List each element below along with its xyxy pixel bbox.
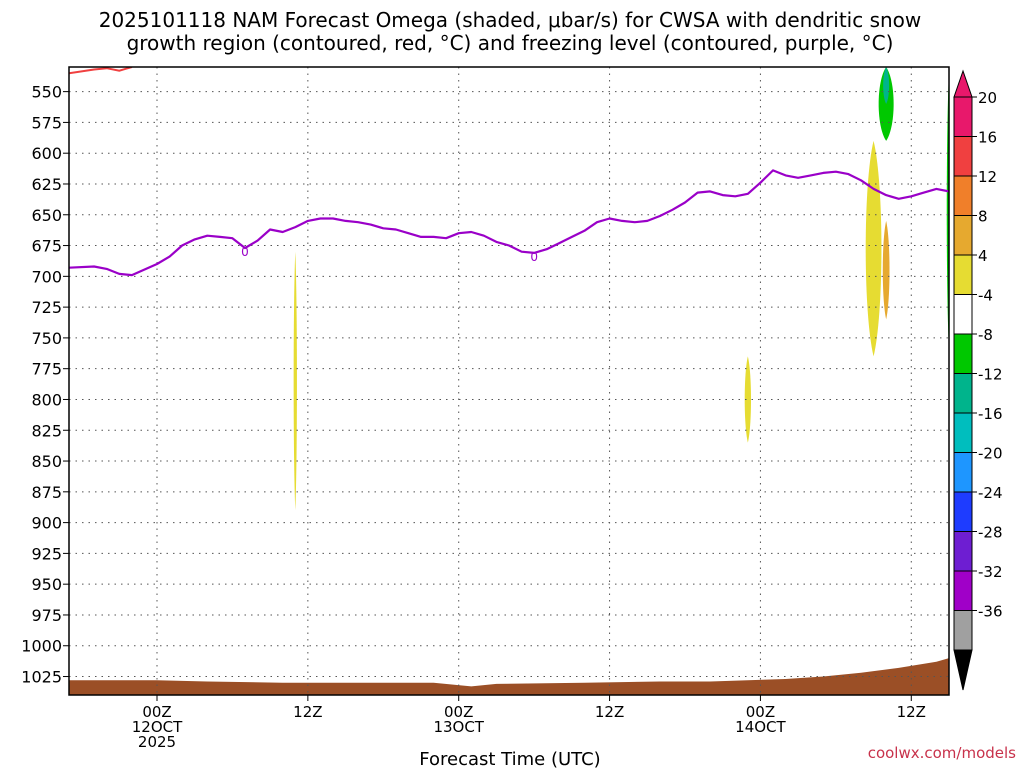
chart-title: 2025101118 NAM Forecast Omega (shaded, μ… [99,8,922,55]
colorbar-bin-13 [953,610,973,651]
grid-lines [69,67,949,695]
colorbar-bin-4 [953,254,973,295]
colorbar-bin-0 [953,96,973,137]
y-tick-label-13: 875 [31,483,62,502]
y-tick-label-9: 775 [31,360,62,379]
x-tick-label-4-1: 14OCT [735,718,786,736]
colorbar-bin-12 [953,570,973,611]
y-tick-label-3: 625 [31,175,62,194]
y-tick-label-18: 1000 [21,637,62,656]
y-tick-label-5: 675 [31,237,62,256]
y-tick-label-17: 975 [31,606,62,625]
colorbar-tick-label-2: 12 [978,168,997,186]
omega-region-4 [882,220,890,320]
x-axis-label: Forecast Time (UTC) [419,749,600,768]
omega-region-6 [883,67,890,104]
y-tick-label-14: 900 [31,514,62,533]
title-line-1: 2025101118 NAM Forecast Omega (shaded, μ… [99,8,922,32]
colorbar-tick-label-8: -16 [978,405,1003,423]
x-tick-label-2-0: 00Z [444,703,473,721]
colorbar-tick-label-10: -24 [978,484,1003,502]
y-tick-label-4: 650 [31,206,62,225]
plot-frame [68,66,950,696]
y-tick-label-19: 1025 [21,668,62,687]
colorbar-tick-label-0: 20 [978,89,997,107]
y-tick-label-8: 750 [31,329,62,348]
colorbar-bin-6 [953,333,973,374]
x-tick-label-4-0: 00Z [746,703,775,721]
colorbar-tick-label-3: 8 [978,208,988,226]
dgz-contour-line [69,67,133,75]
y-tick-label-11: 825 [31,421,62,440]
colorbar-bin-5 [953,294,973,335]
x-tick-label-0-2: 2025 [138,733,176,751]
credit-text: coolwx.com/models [868,744,1016,762]
y-tick-label-2: 600 [31,144,62,163]
colorbar-bin-9 [953,452,973,493]
terrain-fill [69,658,949,695]
colorbar-top-arrow [953,69,973,98]
x-tick-label-0-0: 00Z [142,703,171,721]
colorbar-tick-label-4: 4 [978,247,988,265]
x-tick-label-2-1: 13OCT [433,718,484,736]
freezing-level-line [69,169,949,277]
x-axis-ticks: 00Z12OCT202512Z00Z13OCT12Z00Z14OCT12Z00Z… [132,695,926,751]
x-tick-label-1-0: 12Z [293,703,322,721]
y-tick-label-6: 700 [31,267,62,286]
x-tick-label-0-1: 12OCT [132,718,183,736]
plot-area [69,67,949,695]
colorbar-tick-label-6: -8 [978,326,993,344]
colorbar-tick-label-5: -4 [978,287,993,305]
colorbar-bin-3 [953,215,973,256]
colorbar-tick-label-11: -28 [978,524,1003,542]
y-tick-label-0: 550 [31,83,62,102]
colorbar: 20 16 12 8 4 -4 -8 -12 -16 -20 -24 -28 -32 -36 [953,69,1003,691]
omega-region-2 [744,356,752,443]
colorbar-tick-label-1: 16 [978,129,997,147]
y-tick-label-16: 950 [31,575,62,594]
colorbar-tick-label-12: -32 [978,563,1003,581]
omega-region-1 [293,251,297,511]
omega-region-3 [865,140,882,357]
x-tick-label-5-0: 12Z [897,703,926,721]
y-axis-ticks: 550 575 600 625 650 675 700 725 750 775 800 825 850 8… [21,83,69,687]
colorbar-tick-label-7: -12 [978,366,1003,384]
y-tick-label-7: 725 [31,298,62,317]
x-tick-label-3-0: 12Z [595,703,624,721]
y-tick-label-15: 925 [31,544,62,563]
colorbar-bin-7 [953,373,973,414]
colorbar-bin-8 [953,412,973,453]
title-line-2: growth region (contoured, red, °C) and f… [127,31,894,55]
y-tick-label-10: 800 [31,390,62,409]
y-tick-label-12: 850 [31,452,62,471]
freezing-level-label-2: 0 [530,250,538,264]
colorbar-tick-label-13: -36 [978,603,1003,621]
colorbar-bin-2 [953,175,973,216]
freezing-level-label-1: 0 [241,245,249,259]
colorbar-bin-10 [953,491,973,532]
y-tick-label-1: 575 [31,113,62,132]
colorbar-bin-1 [953,136,973,177]
colorbar-bin-11 [953,531,973,572]
colorbar-tick-label-9: -20 [978,445,1003,463]
colorbar-bottom-arrow [953,649,973,691]
